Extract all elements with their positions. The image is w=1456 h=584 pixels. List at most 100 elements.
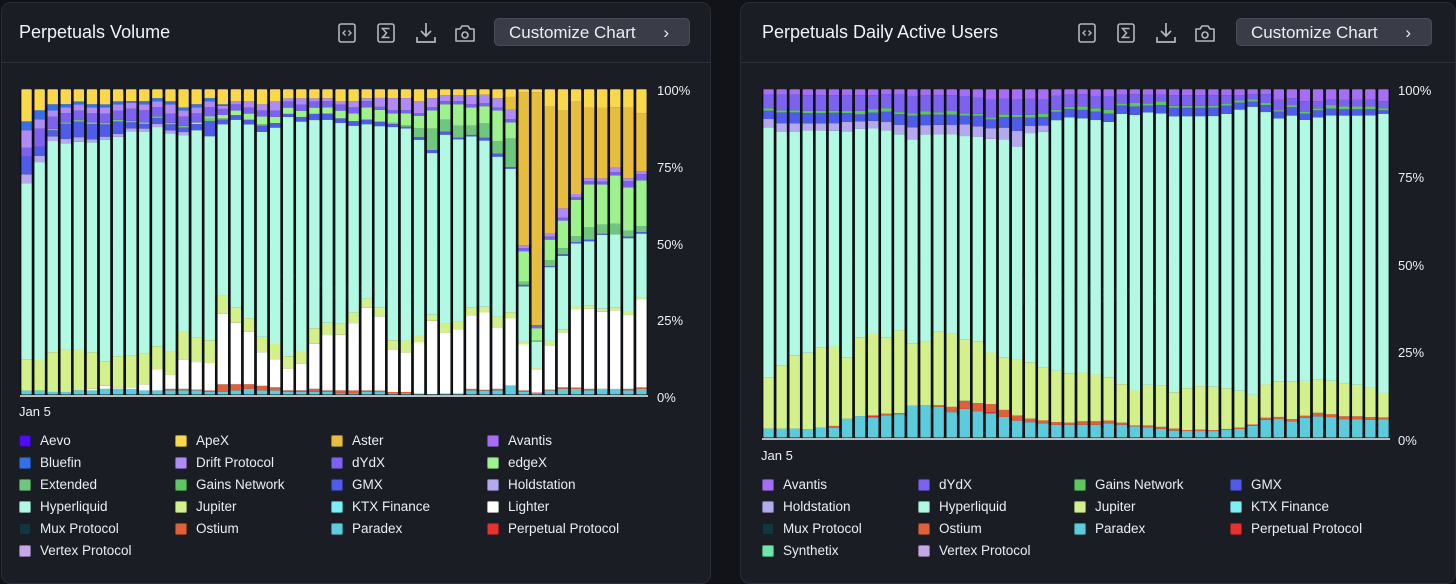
legend-item-mux-protocol[interactable]: Mux Protocol bbox=[762, 521, 862, 537]
bar-segment-dydx[interactable] bbox=[322, 101, 333, 108]
bar-segment-extended[interactable] bbox=[557, 248, 569, 255]
bar-segment-jupiter[interactable] bbox=[1129, 390, 1141, 426]
bar-segment-holdstation[interactable] bbox=[972, 126, 984, 137]
bar-segment-dydx[interactable] bbox=[854, 95, 866, 111]
customize-chart-button[interactable]: Customize Chart › bbox=[1236, 18, 1432, 46]
bar-segment-hyperliquid[interactable] bbox=[86, 142, 98, 353]
bar-segment-avantis[interactable] bbox=[1195, 89, 1206, 96]
bar-segment-hyperliquid[interactable] bbox=[828, 130, 840, 347]
bar-segment-hyperliquid[interactable] bbox=[1077, 118, 1088, 373]
bar-segment-hyperliquid[interactable] bbox=[610, 234, 621, 308]
bar-segment-hyperliquid[interactable] bbox=[178, 135, 189, 332]
bar-segment-lighter[interactable] bbox=[335, 334, 346, 391]
bar-segment-hyperliquid[interactable] bbox=[73, 141, 85, 350]
bar-segment-gains-network[interactable] bbox=[894, 112, 905, 115]
bar-segment-paradex[interactable] bbox=[531, 393, 543, 395]
bar-segment-gmx[interactable] bbox=[152, 117, 163, 125]
bar-segment-gains-network[interactable] bbox=[789, 110, 800, 113]
bar-segment-extended[interactable] bbox=[439, 119, 451, 132]
bar-segment-holdstation[interactable] bbox=[854, 121, 866, 129]
bar-segment-hyperliquid[interactable] bbox=[296, 121, 307, 352]
bar-segment-hyperliquid[interactable] bbox=[466, 136, 477, 308]
bar-segment-paradex[interactable] bbox=[802, 429, 814, 438]
bar-segment-dydx[interactable] bbox=[165, 113, 176, 123]
bar-segment-lighter[interactable] bbox=[204, 363, 215, 391]
bar-day-35[interactable] bbox=[465, 89, 478, 396]
bar-segment-jupiter[interactable] bbox=[1195, 386, 1206, 430]
bar-segment-gmx[interactable] bbox=[505, 167, 516, 169]
bar-segment-hyperliquid[interactable] bbox=[1234, 109, 1245, 391]
bar-segment-avantis[interactable] bbox=[841, 89, 853, 96]
legend-item-perpetual-protocol[interactable]: Perpetual Protocol bbox=[487, 521, 619, 537]
bar-segment-gmx[interactable] bbox=[1338, 109, 1350, 116]
bar-segment-paradex[interactable] bbox=[518, 391, 529, 395]
bar-segment-avantis[interactable] bbox=[1103, 89, 1114, 96]
bar-segment-dydx[interactable] bbox=[426, 107, 438, 111]
bar-segment-avantis[interactable] bbox=[1247, 89, 1258, 95]
bar-segment-extended[interactable] bbox=[139, 122, 150, 125]
bar-segment-holdstation[interactable] bbox=[34, 155, 45, 163]
bar-segment-hyperliquid[interactable] bbox=[335, 123, 346, 324]
bar-segment-hyperliquid[interactable] bbox=[1312, 117, 1324, 380]
bar-segment-dydx[interactable] bbox=[1273, 99, 1285, 111]
bar-segment-edgex[interactable] bbox=[269, 116, 281, 123]
bar-segment-jupiter[interactable] bbox=[1103, 377, 1114, 421]
bar-segment-drift-protocol[interactable] bbox=[583, 178, 595, 182]
bar-segment-hyperliquid[interactable] bbox=[361, 124, 372, 299]
bar-segment-extended[interactable] bbox=[86, 122, 98, 125]
bar-day-15[interactable] bbox=[945, 89, 959, 439]
bar-segment-ostium[interactable] bbox=[828, 425, 840, 428]
bar-segment-edgex[interactable] bbox=[636, 180, 647, 227]
bar-segment-holdstation[interactable] bbox=[99, 136, 111, 140]
bar-segment-bluefin[interactable] bbox=[125, 101, 137, 103]
bar-segment-drift-protocol[interactable] bbox=[47, 110, 58, 117]
bar-segment-hyperliquid[interactable] bbox=[34, 162, 45, 360]
bar-segment-dydx[interactable] bbox=[1051, 95, 1062, 110]
download-icon[interactable] bbox=[414, 20, 438, 46]
bar-segment-ostium[interactable] bbox=[178, 388, 189, 391]
bar-segment-jupiter[interactable] bbox=[828, 346, 840, 426]
bar-segment-hyperliquid[interactable] bbox=[348, 125, 359, 313]
bar-segment-hyperliquid[interactable] bbox=[1352, 115, 1363, 385]
bar-segment-holdstation[interactable] bbox=[763, 118, 774, 128]
bar-segment-edgex[interactable] bbox=[531, 328, 543, 341]
bar-day-13[interactable] bbox=[919, 89, 932, 439]
bar-segment-lighter[interactable] bbox=[544, 345, 556, 390]
bar-segment-paradex[interactable] bbox=[972, 411, 984, 438]
bar-segment-edgex[interactable] bbox=[557, 220, 569, 249]
bar-segment-holdstation[interactable] bbox=[152, 124, 163, 128]
bar-segment-hyperliquid[interactable] bbox=[139, 131, 150, 354]
bar-segment-jupiter[interactable] bbox=[1116, 384, 1128, 423]
bar-segment-hyperliquid[interactable] bbox=[479, 140, 490, 307]
bar-segment-paradex[interactable] bbox=[282, 391, 294, 395]
legend-item-holdstation[interactable]: Holdstation bbox=[762, 499, 851, 515]
bar-day-46[interactable] bbox=[608, 89, 622, 396]
bar-segment-dydx[interactable] bbox=[1338, 99, 1350, 107]
bar-segment-jupiter[interactable] bbox=[518, 341, 529, 345]
bar-segment-avantis[interactable] bbox=[828, 89, 840, 96]
bar-segment-bluefin[interactable] bbox=[99, 104, 111, 108]
bar-segment-drift-protocol[interactable] bbox=[505, 109, 516, 120]
bar-segment-avantis[interactable] bbox=[1090, 89, 1101, 96]
bar-segment-lighter[interactable] bbox=[557, 332, 569, 388]
bar-segment-drift-protocol[interactable] bbox=[21, 130, 32, 148]
bar-segment-apex[interactable] bbox=[230, 89, 242, 102]
bar-segment-dydx[interactable] bbox=[544, 236, 556, 240]
bar-segment-apex[interactable] bbox=[139, 89, 150, 102]
bar-segment-holdstation[interactable] bbox=[125, 128, 137, 132]
bar-segment-avantis[interactable] bbox=[1338, 89, 1350, 100]
bar-segment-edgex[interactable] bbox=[335, 110, 346, 119]
bar-segment-gmx[interactable] bbox=[570, 242, 582, 244]
bar-segment-gmx[interactable] bbox=[47, 130, 58, 137]
bar-day-5[interactable] bbox=[814, 89, 828, 439]
bar-segment-jupiter[interactable] bbox=[854, 337, 866, 417]
bar-segment-extended[interactable] bbox=[60, 122, 72, 124]
bar-segment-dydx[interactable] bbox=[1103, 95, 1114, 110]
bar-segment-holdstation[interactable] bbox=[47, 136, 58, 142]
bar-segment-extended[interactable] bbox=[112, 119, 124, 122]
bar-segment-bluefin[interactable] bbox=[112, 101, 124, 105]
legend-item-ktx-finance[interactable]: KTX Finance bbox=[331, 499, 430, 515]
bar-segment-extended[interactable] bbox=[47, 128, 58, 131]
bar-segment-ostium[interactable] bbox=[1064, 422, 1075, 425]
bar-segment-avantis[interactable] bbox=[1129, 89, 1141, 95]
